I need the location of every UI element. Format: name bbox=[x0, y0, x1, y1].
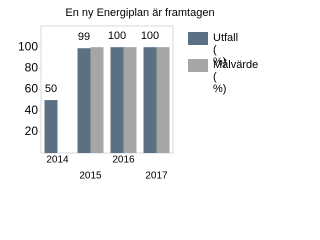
legend-item: Målvärde ( %) bbox=[188, 59, 261, 95]
chart-title: En ny Energiplan är framtagen bbox=[65, 7, 214, 19]
legend-swatch bbox=[188, 59, 208, 72]
bar bbox=[110, 47, 124, 153]
y-tick-label: 60 bbox=[25, 82, 39, 96]
x-tick-label: 2015 bbox=[79, 171, 102, 182]
chart: En ny Energiplan är framtagen 20 40 60 80 10… bbox=[18, 7, 261, 182]
x-tick-label: 2014 bbox=[46, 155, 69, 166]
y-tick-label: 80 bbox=[25, 61, 39, 75]
legend-label: Målvärde ( %) bbox=[213, 59, 259, 95]
x-tick-label: 2017 bbox=[145, 171, 168, 182]
data-label: 50 bbox=[45, 83, 57, 95]
bar bbox=[90, 47, 104, 153]
legend-swatch bbox=[188, 32, 208, 45]
legend-item: Utfall ( %) bbox=[188, 32, 261, 68]
data-label: 99 bbox=[78, 31, 90, 43]
bar bbox=[77, 48, 91, 153]
chart-canvas: En ny Energiplan är framtagen 20 40 60 80 10… bbox=[18, 7, 215, 182]
data-label: 100 bbox=[141, 30, 159, 42]
bar bbox=[143, 47, 157, 153]
bar bbox=[123, 47, 137, 153]
bar bbox=[44, 100, 58, 153]
data-label: 100 bbox=[108, 30, 126, 42]
y-tick-label: 20 bbox=[25, 124, 39, 138]
x-tick-label: 2016 bbox=[112, 155, 135, 166]
bar bbox=[156, 47, 170, 153]
y-tick-label: 40 bbox=[25, 103, 39, 117]
legend-label: Utfall ( %) bbox=[213, 32, 239, 68]
y-tick-label: 100 bbox=[18, 39, 38, 53]
